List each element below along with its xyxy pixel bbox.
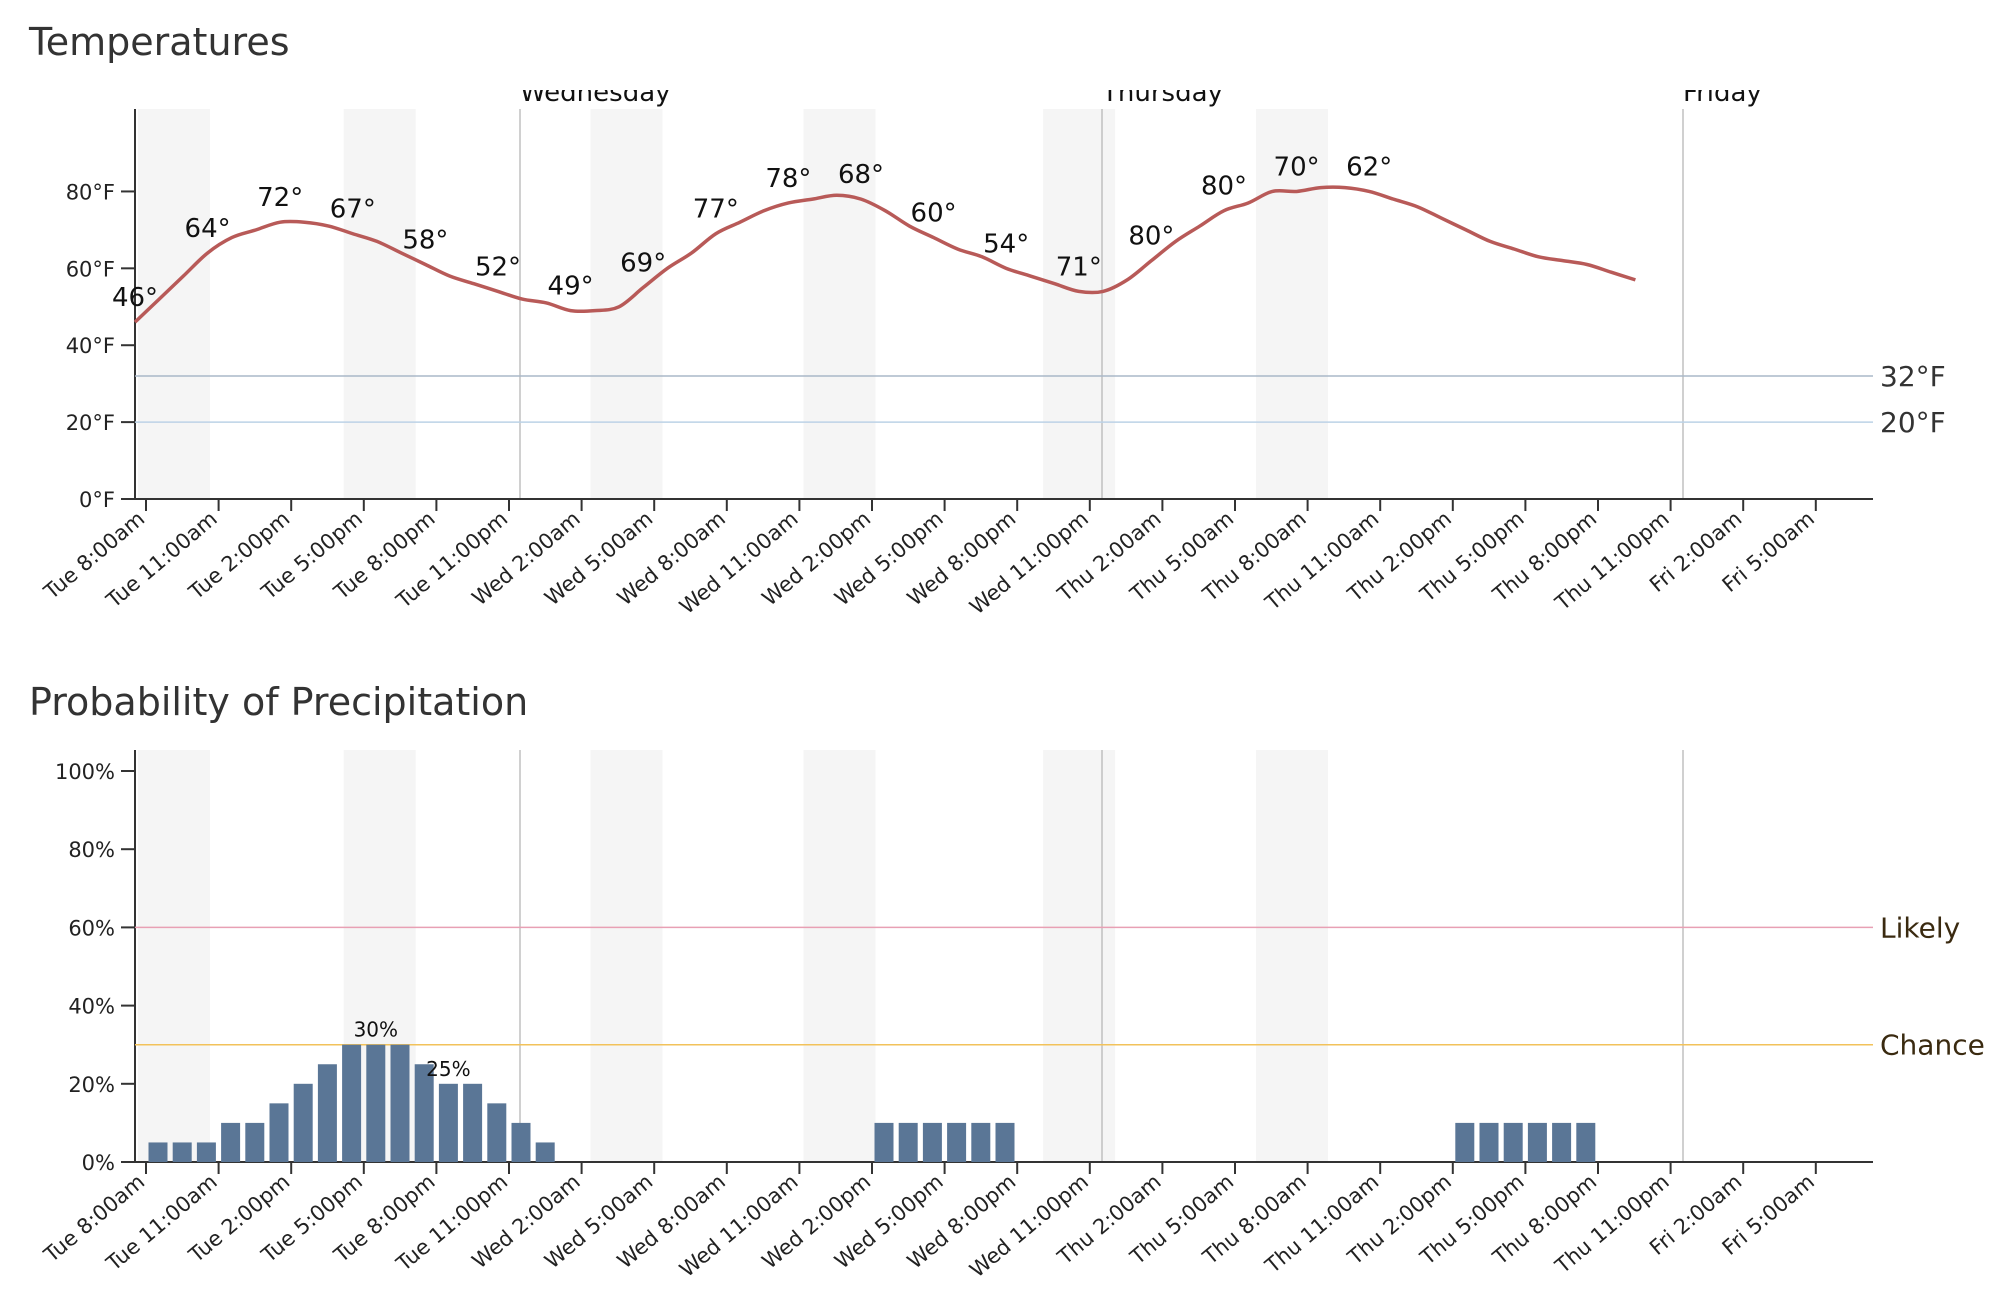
reference-label-likely: Likely [1880, 911, 1960, 944]
precip-bar [1479, 1122, 1499, 1162]
night-shade-band [343, 109, 416, 499]
temperature-label: 60° [911, 199, 957, 229]
night-shade-band [1256, 750, 1329, 1162]
y-tick-label: 100% [55, 760, 115, 784]
precip-bar [390, 1044, 410, 1162]
precip-bar [293, 1083, 313, 1162]
night-shade-band [138, 109, 210, 499]
precip-bar [487, 1103, 507, 1162]
temperature-label: 70° [1274, 152, 1320, 182]
temperature-label: 80° [1201, 172, 1247, 202]
precip-bar [1455, 1122, 1475, 1162]
precip-bar [1527, 1122, 1547, 1162]
night-shade-band [590, 750, 663, 1162]
night-shade-band [803, 750, 876, 1162]
precip-bar [922, 1122, 942, 1162]
precip-bar [1503, 1122, 1523, 1162]
night-shade-band [1256, 109, 1329, 499]
precip-bar [269, 1103, 289, 1162]
night-shade-band [803, 109, 876, 499]
y-tick-label: 0% [82, 1151, 115, 1175]
temperature-label: 77° [693, 195, 739, 225]
precip-bar [366, 1044, 386, 1162]
precip-bar [1552, 1122, 1572, 1162]
precip-bar [874, 1122, 894, 1162]
day-label-friday: Friday [1683, 90, 1762, 108]
precip-bar [511, 1122, 531, 1162]
y-tick-label: 60°F [66, 257, 115, 281]
precip-bar-label: 30% [354, 1018, 398, 1042]
precipitation-chart: WednesdayThursdayFriday0%20%40%60%80%100… [39, 750, 1985, 1282]
precip-bar [414, 1064, 434, 1162]
precip-bar [535, 1142, 555, 1162]
temperature-label: 46° [112, 283, 158, 313]
temperature-label: 54° [983, 229, 1029, 259]
temperatures-chart: Wednesday Thursday Friday 0°F 20°F 40°F 60°F 80… [39, 90, 1946, 619]
y-tick-label: 80% [68, 838, 115, 862]
y-tick-label: 40% [68, 995, 115, 1019]
precip-bar [317, 1064, 337, 1162]
temperature-label: 72° [257, 183, 303, 213]
precip-bar [438, 1083, 458, 1162]
temperature-label: 80° [1128, 222, 1174, 252]
temperature-line [133, 185, 1636, 324]
precip-bar [245, 1122, 265, 1162]
precip-bar [995, 1122, 1015, 1162]
reference-label-20-f: 20°F [1880, 406, 1946, 439]
reference-label-chance: Chance [1880, 1029, 1985, 1062]
night-shade-band [138, 750, 210, 1162]
precip-bar [971, 1122, 991, 1162]
temperature-label: 67° [330, 195, 376, 225]
precip-bar [1576, 1122, 1596, 1162]
temperature-label: 69° [620, 249, 666, 279]
temperature-label: 58° [402, 225, 448, 255]
y-tick-label: 60% [68, 916, 115, 940]
temperature-label: 49° [548, 272, 594, 302]
precip-bar [947, 1122, 967, 1162]
precipitation-chart-title: Probability of Precipitation [29, 680, 529, 724]
precip-bar [148, 1142, 168, 1162]
night-shade-band [1043, 109, 1116, 499]
y-tick-label: 0°F [79, 488, 115, 512]
temperature-label: 71° [1056, 252, 1102, 282]
temperature-label: 68° [838, 160, 884, 190]
day-label-wednesday: Wednesday [520, 90, 671, 108]
precip-bar [221, 1122, 241, 1162]
y-tick-label: 80°F [66, 180, 115, 204]
temperature-label: 52° [475, 252, 521, 282]
temperature-label: 64° [185, 214, 231, 244]
precip-bar [463, 1083, 483, 1162]
temperature-label: 78° [765, 164, 811, 194]
y-tick-label: 20°F [66, 411, 115, 435]
temperature-label: 62° [1346, 152, 1392, 182]
precip-bar-label: 25% [426, 1057, 470, 1081]
precip-bar [196, 1142, 216, 1162]
y-tick-label: 20% [68, 1073, 115, 1097]
precip-bar [172, 1142, 192, 1162]
night-shade-band [1043, 750, 1116, 1162]
reference-label-32-f: 32°F [1880, 360, 1946, 393]
day-label-thursday: Thursday [1101, 90, 1223, 108]
y-tick-label: 40°F [66, 334, 115, 358]
temperatures-chart-title: Temperatures [29, 20, 290, 64]
precip-bar [898, 1122, 918, 1162]
precip-bar [342, 1044, 362, 1162]
